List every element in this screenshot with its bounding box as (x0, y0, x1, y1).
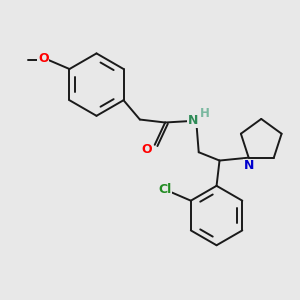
Text: N: N (244, 160, 254, 172)
Text: H: H (200, 107, 210, 120)
Text: O: O (141, 143, 152, 156)
Text: O: O (38, 52, 49, 65)
Text: N: N (188, 114, 198, 127)
Text: Cl: Cl (158, 184, 172, 196)
